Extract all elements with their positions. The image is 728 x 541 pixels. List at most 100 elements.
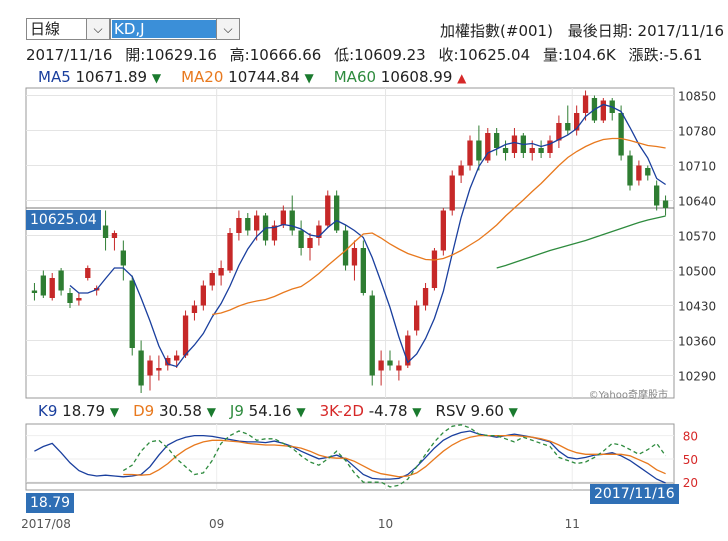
price-tick-label: 10710 xyxy=(678,160,716,174)
kd-legend-label: 3K-2D xyxy=(319,402,364,420)
candle-down xyxy=(360,248,366,293)
kd-grid xyxy=(25,423,675,491)
ma-legend-value: 10671.89 xyxy=(70,68,152,86)
candle-up xyxy=(600,100,606,121)
watermark: ©Yahoo奇摩股市 xyxy=(589,388,668,401)
current-date-tag: 2017/11/16 xyxy=(590,484,679,504)
candle-up xyxy=(307,238,313,248)
candle-up xyxy=(636,165,642,181)
candle-up xyxy=(378,360,384,371)
down-triangle-icon: ▼ xyxy=(296,405,306,419)
candle-down xyxy=(138,350,144,386)
down-triangle-icon: ▼ xyxy=(206,405,216,419)
x-tick-label: 09 xyxy=(209,517,224,531)
candle-up xyxy=(458,165,464,176)
period-select-value: 日線 xyxy=(30,20,61,38)
candle-up xyxy=(574,113,580,131)
candle-up xyxy=(529,148,535,153)
price-tick-label: 10290 xyxy=(678,370,716,384)
candle-up xyxy=(174,355,180,361)
candle-up xyxy=(111,233,118,238)
quote-open: 開:10629.16 xyxy=(125,46,217,64)
kd-legend-item: D9 30.58 ▼ xyxy=(133,402,216,420)
quote-row: 2017/11/16 開:10629.16 高:10666.66 低:10609… xyxy=(26,44,710,65)
j9-line xyxy=(122,424,667,488)
kd-legend-item: 3K-2D -4.78 ▼ xyxy=(320,402,422,420)
current-k-tag: 18.79 xyxy=(26,493,75,513)
price-panel-border xyxy=(25,87,675,399)
kd-legend-value: -4.78 xyxy=(363,402,413,420)
price-tick-label: 10500 xyxy=(678,265,716,279)
candle-up xyxy=(485,133,491,161)
ma-legend-label: MA60 xyxy=(333,68,377,86)
down-triangle-icon: ▼ xyxy=(508,405,518,419)
candle-down xyxy=(387,360,393,366)
candle-up xyxy=(165,358,171,366)
candle-up xyxy=(582,95,589,113)
indicator-select-value: KD,J xyxy=(112,20,219,38)
candle-down xyxy=(245,218,251,231)
ma-legend-value: 10608.99 xyxy=(376,68,458,86)
candle-up xyxy=(467,140,473,166)
quote-low: 低:10609.23 xyxy=(334,46,426,64)
kd-legend-label: J9 xyxy=(229,402,244,420)
candle-up xyxy=(556,123,562,141)
indicator-select[interactable]: KD,J ⌵ xyxy=(110,18,240,40)
candle-up xyxy=(76,298,82,301)
candle-down xyxy=(334,195,340,231)
kd-legend-item: RSV 9.60 ▼ xyxy=(436,402,518,420)
candle-up xyxy=(49,278,55,298)
quote-volume: 量:104.6K xyxy=(542,46,616,64)
candle-up xyxy=(325,195,331,226)
candle-up xyxy=(182,315,189,356)
k9-line xyxy=(34,430,666,484)
indicator-lines xyxy=(34,103,667,488)
candle-up xyxy=(422,288,429,306)
candle-down xyxy=(618,113,624,156)
up-triangle-icon: ▲ xyxy=(457,71,467,85)
candle-down xyxy=(494,133,500,148)
candle-down xyxy=(662,200,669,208)
kd-legend-label: K9 xyxy=(38,402,58,420)
d9-line xyxy=(123,434,666,478)
candle-up xyxy=(209,273,215,286)
kd-legend-item: J9 54.16 ▼ xyxy=(230,402,306,420)
kd-legend-value: 9.60 xyxy=(465,402,509,420)
candle-up xyxy=(405,335,411,366)
candle-down xyxy=(369,295,375,376)
candle-down xyxy=(120,250,126,266)
candle-up xyxy=(200,285,206,306)
ma60-line xyxy=(496,215,666,269)
candle-down xyxy=(627,155,633,186)
candle-up xyxy=(440,210,446,251)
candle-down xyxy=(565,123,571,131)
x-tick-label: 2017/08 xyxy=(21,517,71,531)
kd-tick-label: 50 xyxy=(683,453,698,467)
quote-date: 2017/11/16 xyxy=(26,46,113,64)
period-select[interactable]: 日線 ⌵ xyxy=(26,18,110,40)
quote-high: 高:10666.66 xyxy=(229,46,322,64)
candle-up xyxy=(271,225,278,241)
chevron-down-icon[interactable]: ⌵ xyxy=(216,19,239,39)
index-title: 加權指數(#001) 最後日期: 2017/11/16 xyxy=(430,20,724,41)
candle-down xyxy=(654,185,660,206)
candle-up xyxy=(254,215,260,231)
candle-up xyxy=(218,268,224,276)
x-tick-label: 10 xyxy=(378,517,393,531)
price-tick-label: 10640 xyxy=(678,195,716,209)
candle-up xyxy=(449,175,455,211)
price-tick-label: 10360 xyxy=(678,335,716,349)
kd-tick-label: 20 xyxy=(683,476,698,490)
x-tick-label: 11 xyxy=(565,517,580,531)
candle-down xyxy=(67,293,73,303)
chevron-down-icon[interactable]: ⌵ xyxy=(86,19,109,39)
price-grid xyxy=(25,87,675,399)
candle-down xyxy=(538,148,544,153)
candle-down xyxy=(129,280,135,348)
axis-labels: 10290 10360 10430 10500 10570 10640 10710 10780… xyxy=(21,90,716,532)
last-date: 最後日期: 2017/11/16 xyxy=(567,22,724,40)
down-triangle-icon: ▼ xyxy=(304,71,314,85)
candle-up xyxy=(396,365,402,371)
ma-legend: MA5 10671.89 ▼ MA20 10744.84 ▼ MA60 10608.… xyxy=(38,68,486,86)
